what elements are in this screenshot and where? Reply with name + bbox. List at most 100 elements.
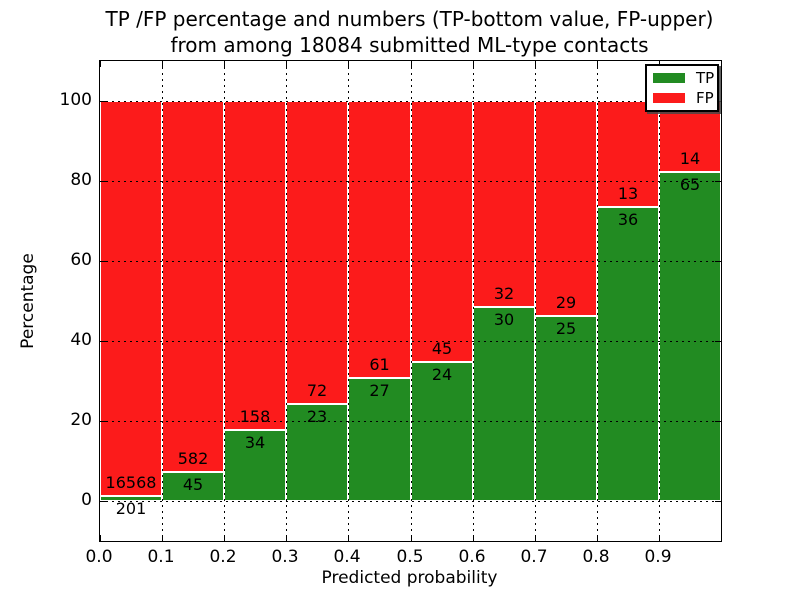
x-tick-mark [535,535,536,541]
legend-swatch-fp [653,93,685,104]
y-tick-mark [715,181,721,182]
y-tick-label: 20 [70,410,92,430]
y-tick-label: 80 [70,170,92,190]
x-axis-label: Predicted probability [321,568,498,588]
x-tick-label: 0.6 [458,547,486,567]
y-tick-label: 60 [70,250,92,270]
bar-segment-tp [162,472,224,501]
x-tick-label: 0.4 [333,547,361,567]
legend-label-tp: TP [696,68,715,87]
x-tick-label: 0.0 [85,547,113,567]
x-tick-mark [473,61,474,67]
bar-label-tp: 23 [306,407,328,427]
x-tick-mark [348,535,349,541]
gridline-vertical [659,61,660,541]
x-tick-label: 0.1 [147,547,175,567]
x-tick-label: 0.7 [520,547,548,567]
bar-segment-fp [411,101,473,362]
bar-segment-fp [162,101,224,473]
gridline-vertical [597,61,598,541]
bar-label-fp: 61 [369,355,390,375]
gridline-horizontal [100,181,721,182]
gridline-vertical [535,61,536,541]
bar-segment-fp [659,101,721,172]
bar-segment-tp [597,207,659,501]
bar-segment-fp [535,101,597,316]
bar-label-fp: 158 [239,407,271,427]
legend: TP FP [645,64,719,112]
legend-swatch-tp [653,72,685,83]
x-tick-mark [535,61,536,67]
bar-segment-tp [659,171,721,501]
x-tick-mark [411,61,412,67]
gridline-vertical [348,61,349,541]
x-tick-label: 0.5 [396,547,424,567]
y-tick-mark [715,421,721,422]
y-tick-mark [100,341,106,342]
bar-label-tp: 201 [115,499,147,519]
bar-segment-fp [286,101,348,405]
bar-segment-tp [286,404,348,501]
gridline-vertical [473,61,474,541]
x-tick-mark [659,535,660,541]
bar-segment-tp [473,307,535,501]
bar-segment-fp [473,101,535,308]
bar-segment-tp [535,315,597,501]
gridline-horizontal [100,421,721,422]
x-tick-mark [162,535,163,541]
bar-label-fp: 13 [617,184,639,204]
y-axis-label: Percentage [18,253,38,349]
gridline-vertical [411,61,412,541]
bar-segment-fp [348,101,411,379]
plot-area: 16568 201 582 45 158 34 72 23 61 27 45 24 32 30 29 25 13… [99,60,722,542]
y-tick-label: 100 [59,90,92,110]
bar-label-fp: 45 [431,338,453,358]
gridline-vertical [224,61,225,541]
x-tick-label: 0.8 [582,547,610,567]
legend-row: TP [647,69,717,87]
bar-label-fp: 72 [306,381,328,401]
legend-label-fp: FP [696,89,714,108]
gridline-horizontal [100,341,721,342]
x-tick-label: 0.2 [209,547,237,567]
bar-label-fp: 16568 [105,473,157,493]
y-tick-mark [100,501,106,502]
x-tick-label: 0.9 [644,547,672,567]
legend-row: FP [647,89,717,107]
bar-label-tp: 25 [555,318,577,338]
y-tick-mark [715,501,721,502]
bar-segment-tp [100,496,162,501]
y-tick-label: 40 [70,330,92,350]
chart-title: TP /FP percentage and numbers (TP-bottom… [99,6,720,58]
x-tick-mark [100,61,101,67]
y-tick-label: 0 [81,490,92,510]
bar-label-tp: 45 [182,475,204,495]
bar-segment-fp [100,101,162,497]
bar-label-tp: 24 [431,364,453,384]
bar-label-tp: 34 [244,433,266,453]
bar-label-tp: 65 [679,174,701,194]
y-tick-mark [715,261,721,262]
y-tick-mark [100,421,106,422]
bar-label-fp: 582 [177,449,209,469]
bar-label-tp: 36 [617,210,639,230]
gridline-horizontal [100,101,721,102]
y-tick-mark [715,341,721,342]
bar-label-fp: 32 [493,284,515,304]
bar-segment-fp [597,101,659,208]
bar-segment-fp [224,101,286,431]
bar-label-tp: 27 [369,381,390,401]
gridline-horizontal [100,501,721,502]
gridline-vertical [286,61,287,541]
x-tick-mark [162,61,163,67]
bar-label-fp: 14 [679,148,701,168]
y-tick-mark [100,101,106,102]
x-tick-mark [473,535,474,541]
x-tick-mark [224,61,225,67]
x-tick-mark [224,535,225,541]
x-tick-mark [286,61,287,67]
chart-title-line1: TP /FP percentage and numbers (TP-bottom… [105,7,714,31]
x-tick-mark [348,61,349,67]
x-tick-mark [100,535,101,541]
